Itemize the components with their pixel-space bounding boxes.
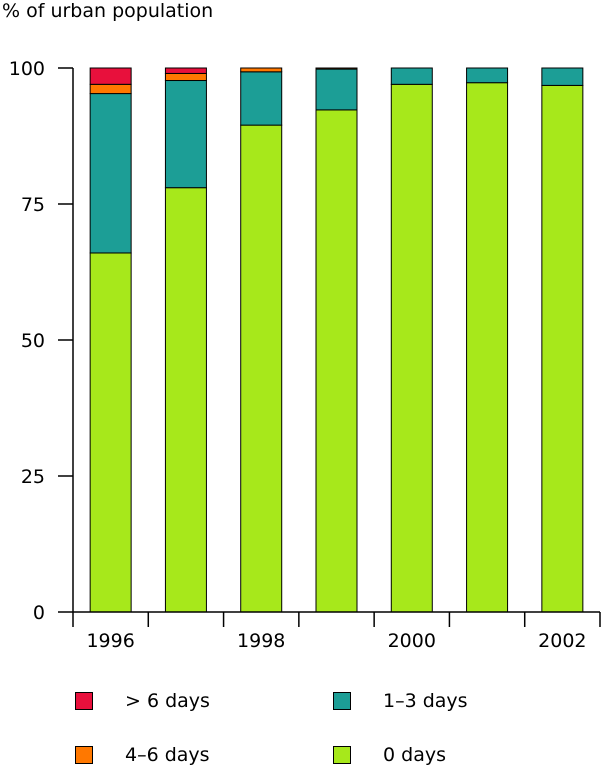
bar-segment-1997-s1: [164, 80, 207, 189]
bar-segment-1996-s2: [89, 83, 132, 95]
y-axis-label: % of urban population: [2, 0, 214, 22]
bar-segment-1998-s2: [240, 67, 283, 73]
legend-item-1-3: 1–3 days: [333, 690, 468, 712]
x-tick-label-2000: 2000: [388, 630, 436, 652]
legend-swatch-0: [333, 746, 351, 764]
bar-segment-1998-s0: [240, 124, 283, 613]
bar-segment-1999-s0: [315, 109, 358, 613]
bar-segment-1998-s1: [240, 71, 283, 126]
x-tick-label-1996: 1996: [86, 630, 134, 652]
legend-swatch-1-3: [333, 692, 351, 710]
legend-label-1-3: 1–3 days: [383, 690, 468, 712]
bar-segment-1996-s0: [89, 252, 132, 613]
y-tick-label-25: 25: [21, 466, 45, 488]
y-tick-label-100: 100: [9, 58, 45, 80]
legend-item-gt6: > 6 days: [75, 690, 210, 712]
x-tick-label-2002: 2002: [538, 630, 586, 652]
legend-label-4-6: 4–6 days: [125, 744, 210, 766]
legend-swatch-4-6: [75, 746, 93, 764]
stacked-bar-chart: 0 25 50 75 100 1996 1998 2000 2002: [9, 58, 601, 652]
x-tick-label-1998: 1998: [237, 630, 285, 652]
y-tick-label-75: 75: [21, 194, 45, 216]
legend-label-0: 0 days: [383, 744, 446, 766]
bar-segment-1999-s2: [315, 67, 358, 70]
bar-segment-2000-s0: [390, 83, 433, 613]
bar-segment-2001-s1: [466, 67, 509, 84]
y-tick-label-0: 0: [33, 602, 45, 624]
legend-item-0: 0 days: [333, 744, 446, 766]
bar-segment-1996-s3: [89, 67, 132, 85]
y-tick-label-50: 50: [21, 330, 45, 352]
legend-item-4-6: 4–6 days: [75, 744, 210, 766]
legend-swatch-gt6: [75, 692, 93, 710]
bar-segment-1997-s2: [164, 72, 207, 82]
bar-segment-1999-s1: [315, 68, 358, 111]
bar-segment-2002-s0: [541, 84, 584, 613]
bar-segment-1997-s0: [164, 187, 207, 613]
bar-segment-1997-s3: [164, 67, 207, 74]
bar-segment-2000-s1: [390, 67, 433, 85]
bar-segment-2001-s0: [466, 82, 509, 613]
bar-segment-2002-s1: [541, 67, 584, 86]
bar-segment-1996-s1: [89, 93, 132, 254]
legend-label-gt6: > 6 days: [125, 690, 210, 712]
